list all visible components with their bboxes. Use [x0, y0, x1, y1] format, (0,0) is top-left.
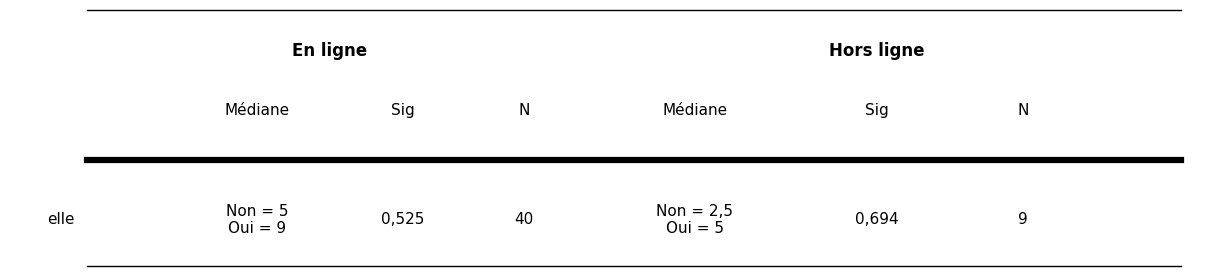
Text: Médiane: Médiane	[662, 103, 728, 118]
Text: Hors ligne: Hors ligne	[829, 42, 925, 60]
Text: 9: 9	[1018, 213, 1028, 227]
Text: 40: 40	[514, 213, 534, 227]
Text: Non = 2,5
Oui = 5: Non = 2,5 Oui = 5	[656, 204, 733, 236]
Text: N: N	[518, 103, 530, 118]
Text: 0,694: 0,694	[856, 213, 898, 227]
Text: N: N	[1018, 103, 1029, 118]
Text: En ligne: En ligne	[293, 42, 367, 60]
Text: Médiane: Médiane	[224, 103, 289, 118]
Text: Sig: Sig	[391, 103, 414, 118]
Text: 0,525: 0,525	[382, 213, 424, 227]
Text: elle: elle	[46, 213, 74, 227]
Text: Sig: Sig	[865, 103, 889, 118]
Text: Non = 5
Oui = 9: Non = 5 Oui = 9	[226, 204, 288, 236]
